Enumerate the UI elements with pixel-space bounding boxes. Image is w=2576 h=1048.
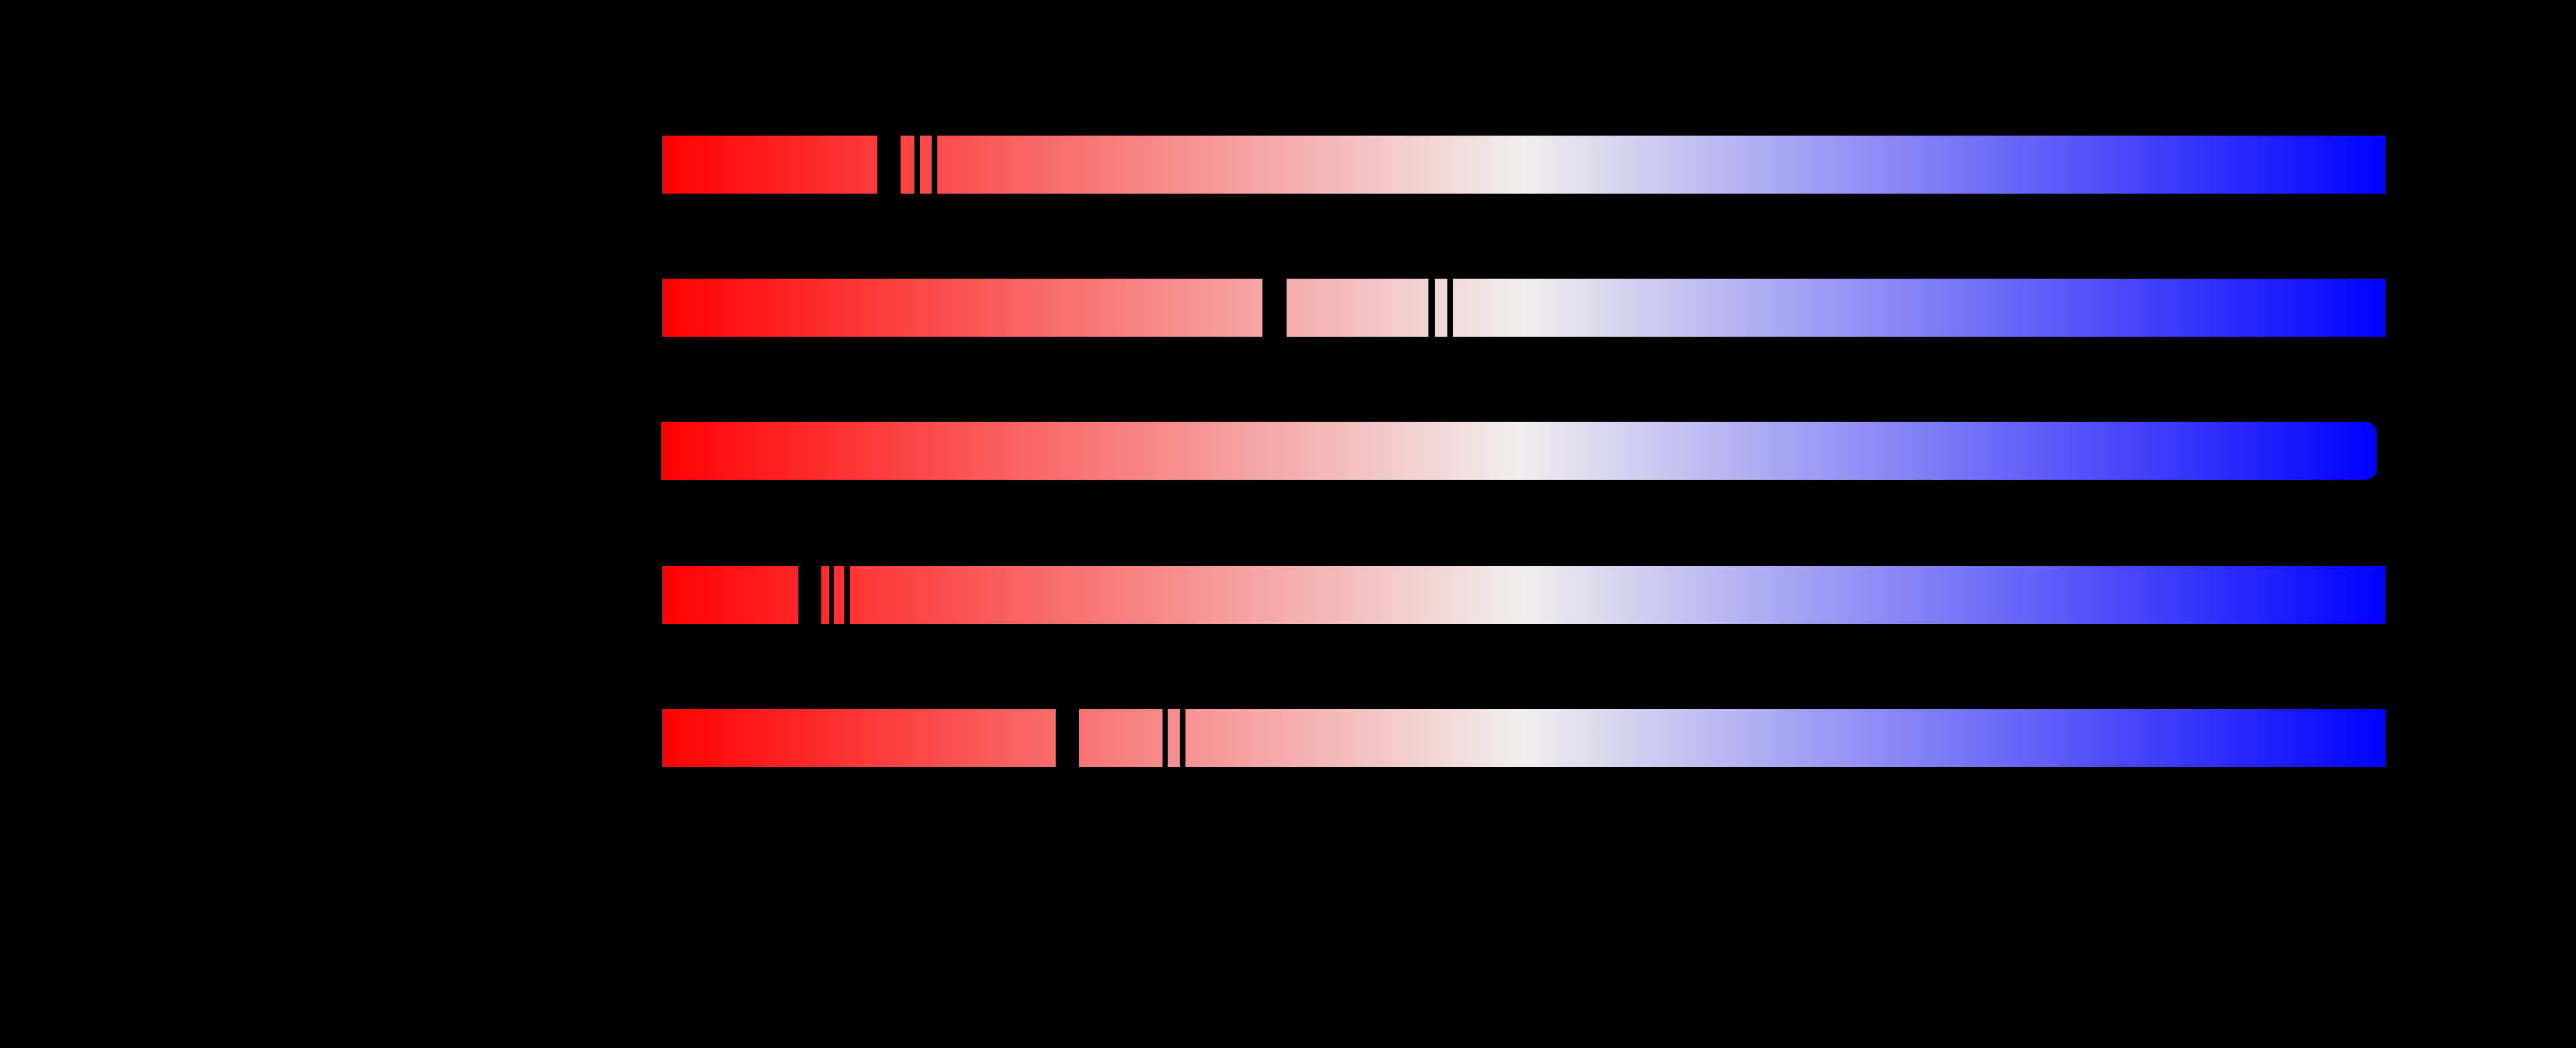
tick-marker-thick	[1056, 708, 1079, 768]
gradient-bar-0	[662, 135, 2385, 194]
tick-marker-thin	[1447, 278, 1453, 337]
gradient-bar-4	[662, 708, 2385, 768]
tick-marker-thin	[1163, 708, 1168, 768]
tick-marker-thick	[798, 565, 821, 625]
gradient-bar-3	[662, 565, 2385, 625]
gradient-bar-2	[661, 422, 2377, 480]
tick-marker-thin	[829, 565, 834, 625]
gradient-bar-1	[662, 278, 2385, 337]
tick-marker-thick	[1262, 278, 1287, 337]
tick-marker-thin	[932, 135, 937, 194]
tick-marker-thin	[914, 135, 920, 194]
tick-marker-thin	[1428, 278, 1435, 337]
tick-marker-thin	[1180, 708, 1185, 768]
tick-marker-thick	[877, 135, 901, 194]
tick-marker-thin	[844, 565, 850, 625]
